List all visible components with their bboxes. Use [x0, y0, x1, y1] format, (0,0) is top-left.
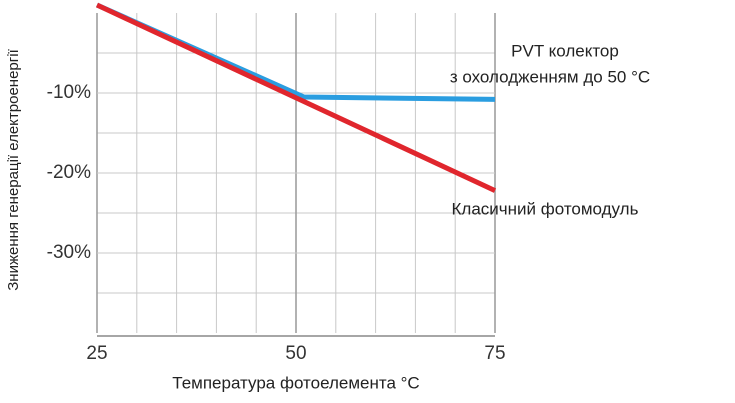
- y-tick-label: -30%: [47, 242, 91, 263]
- series-label: Класичний фотомодуль: [452, 199, 639, 218]
- plot: 25 50 75 -10% -20% -30%: [47, 2, 506, 364]
- series-label: з охолодженням до 50 °С: [450, 67, 650, 86]
- series-label: PVT колектор: [511, 41, 619, 60]
- series-line: [95, 2, 497, 193]
- y-tick-label: -10%: [47, 82, 91, 103]
- x-tick-label: 50: [285, 343, 306, 364]
- x-axis-label: Температура фотоелемента °C: [172, 373, 419, 392]
- y-tick-label: -20%: [47, 162, 91, 183]
- x-tick-label: 75: [484, 343, 505, 364]
- x-tick-label: 25: [86, 343, 107, 364]
- y-axis-label: Зниження генерації електроенергії: [5, 48, 22, 290]
